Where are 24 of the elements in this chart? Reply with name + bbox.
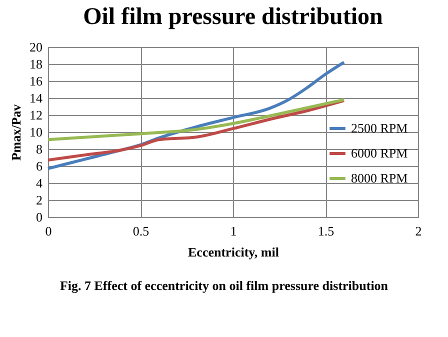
x-tick-label: 2 (415, 224, 422, 238)
y-tick-label: 14 (30, 90, 43, 106)
y-tick-label: 20 (30, 40, 42, 54)
line-series (46, 99, 346, 162)
y-tick-label: 8 (36, 142, 42, 156)
y-tick-label: 18 (30, 56, 42, 72)
y-tick-label: 10 (30, 124, 42, 140)
x-axis-title: Eccentricity, mil (188, 244, 280, 260)
y-axis-title: Pmax/Pav (8, 104, 24, 161)
chart-title: Oil film pressure distribution (83, 4, 383, 30)
line-series (46, 98, 346, 142)
legend-label: 2500 RPM (351, 120, 408, 136)
y-tick-label: 0 (36, 210, 42, 224)
y-tick-label: 16 (30, 74, 43, 88)
y-tick-label: 2 (36, 192, 42, 208)
legend-label: 6000 RPM (351, 146, 408, 160)
x-tick-label: 1 (230, 224, 237, 238)
y-tick-label: 4 (36, 176, 43, 190)
x-tick-label: 0.5 (132, 224, 150, 238)
y-tick-label: 6 (36, 158, 43, 174)
x-tick-label: 1.5 (318, 224, 334, 238)
caption: Fig. 7 Effect of eccentricity on oil film pressure distribution (58, 278, 390, 294)
y-tick-label: 12 (30, 108, 42, 122)
legend-label: 8000 RPM (351, 170, 408, 186)
